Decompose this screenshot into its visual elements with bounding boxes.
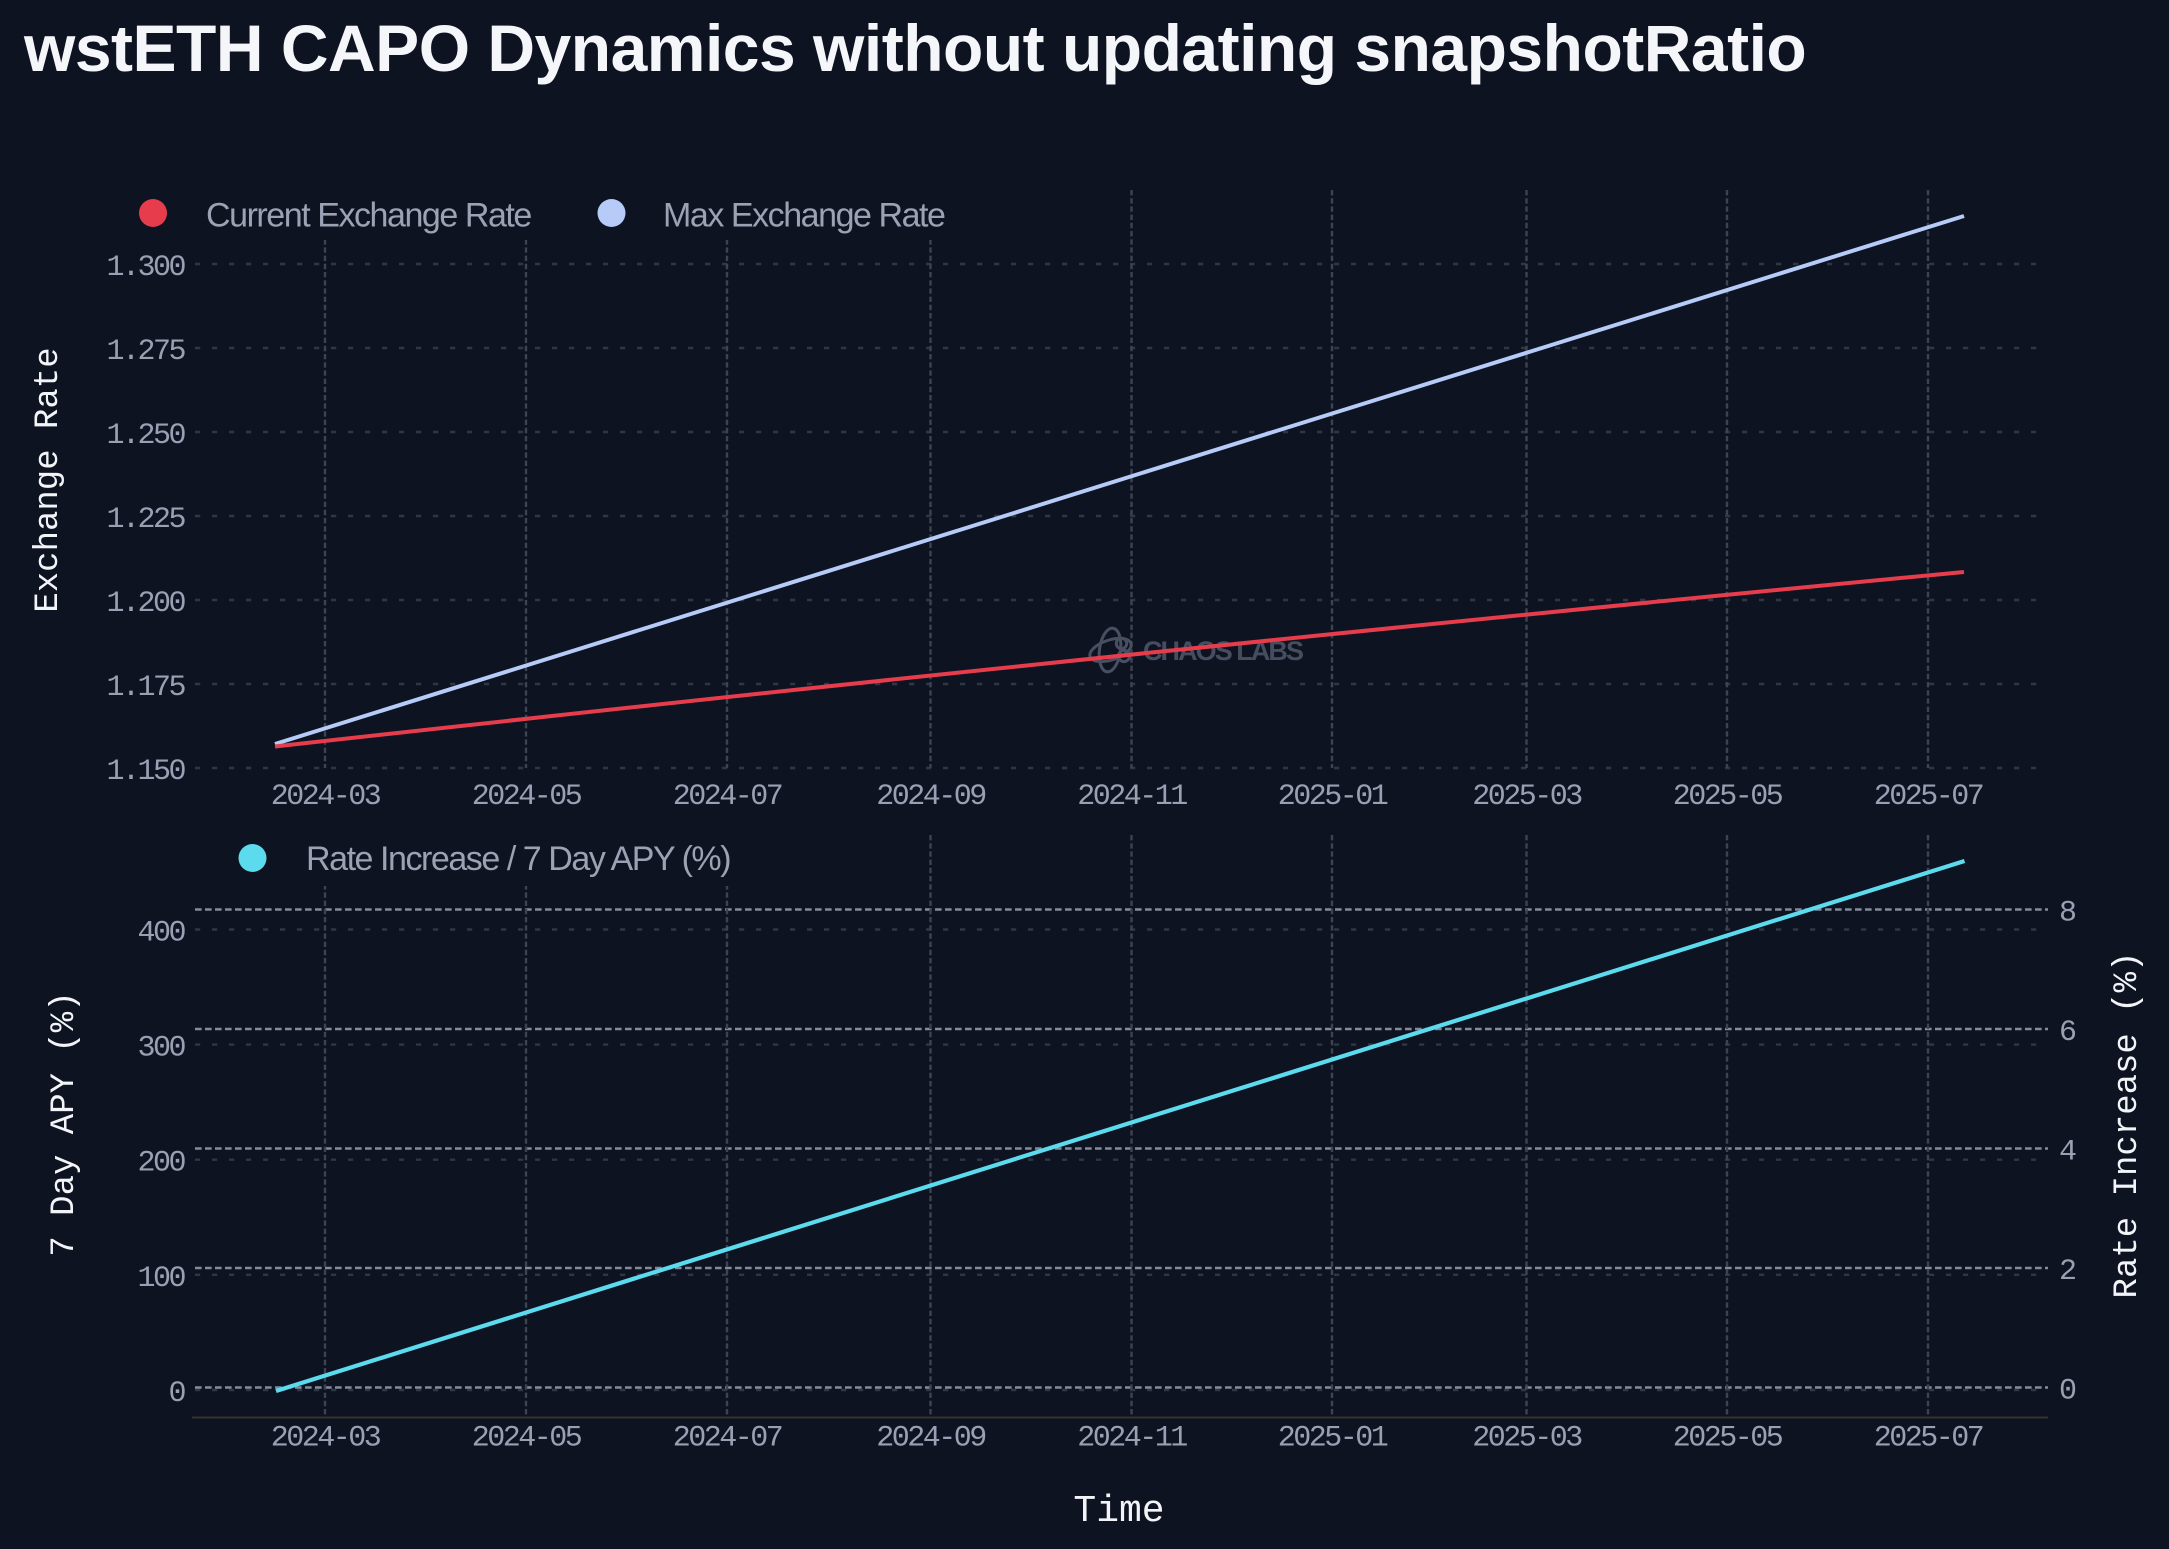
svg-text:1.150: 1.150 xyxy=(106,755,185,789)
svg-text:8: 8 xyxy=(2059,897,2076,931)
svg-text:2025-05: 2025-05 xyxy=(1673,780,1783,814)
svg-text:7 Day APY (%): 7 Day APY (%) xyxy=(46,991,84,1256)
svg-text:Current Exchange Rate: Current Exchange Rate xyxy=(206,197,531,235)
svg-text:200: 200 xyxy=(137,1147,185,1181)
svg-text:1.300: 1.300 xyxy=(106,251,185,285)
svg-text:2024-11: 2024-11 xyxy=(1077,780,1187,814)
svg-text:2024-11: 2024-11 xyxy=(1077,1422,1187,1456)
svg-text:4: 4 xyxy=(2059,1136,2076,1170)
svg-text:2025-05: 2025-05 xyxy=(1673,1422,1783,1456)
svg-text:1.200: 1.200 xyxy=(106,587,185,621)
svg-text:2024-05: 2024-05 xyxy=(472,780,582,814)
svg-text:2024-07: 2024-07 xyxy=(673,780,782,814)
svg-text:2025-03: 2025-03 xyxy=(1472,1422,1582,1456)
svg-text:6: 6 xyxy=(2059,1016,2076,1050)
svg-text:2024-03: 2024-03 xyxy=(271,780,381,814)
svg-text:2025-01: 2025-01 xyxy=(1278,780,1388,814)
svg-text:wstETH CAPO Dynamics without u: wstETH CAPO Dynamics without updating sn… xyxy=(23,11,1806,85)
svg-text:1.275: 1.275 xyxy=(106,335,185,369)
svg-text:2025-01: 2025-01 xyxy=(1278,1422,1388,1456)
svg-text:2024-09: 2024-09 xyxy=(876,780,985,814)
svg-text:Rate Increase (%): Rate Increase (%) xyxy=(2109,952,2147,1299)
svg-text:300: 300 xyxy=(137,1032,185,1066)
svg-text:1.175: 1.175 xyxy=(106,671,185,705)
svg-text:2024-05: 2024-05 xyxy=(472,1422,582,1456)
svg-text:100: 100 xyxy=(137,1262,185,1296)
svg-text:2024-07: 2024-07 xyxy=(673,1422,782,1456)
svg-text:2025-03: 2025-03 xyxy=(1472,780,1582,814)
svg-text:400: 400 xyxy=(137,917,185,951)
svg-text:2025-07: 2025-07 xyxy=(1874,1422,1983,1456)
svg-text:2025-07: 2025-07 xyxy=(1874,780,1983,814)
svg-text:2: 2 xyxy=(2059,1255,2075,1289)
svg-text:1.250: 1.250 xyxy=(106,419,185,453)
svg-text:2024-03: 2024-03 xyxy=(271,1422,381,1456)
svg-text:Rate Increase / 7 Day APY (%): Rate Increase / 7 Day APY (%) xyxy=(306,840,730,878)
svg-text:Exchange Rate: Exchange Rate xyxy=(30,347,68,612)
svg-text:1.225: 1.225 xyxy=(106,503,185,537)
svg-text:2024-09: 2024-09 xyxy=(876,1422,985,1456)
svg-text:Max Exchange Rate: Max Exchange Rate xyxy=(663,197,945,235)
svg-text:0: 0 xyxy=(168,1377,185,1411)
svg-text:0: 0 xyxy=(2059,1375,2076,1409)
svg-text:Time: Time xyxy=(1073,1490,1164,1533)
